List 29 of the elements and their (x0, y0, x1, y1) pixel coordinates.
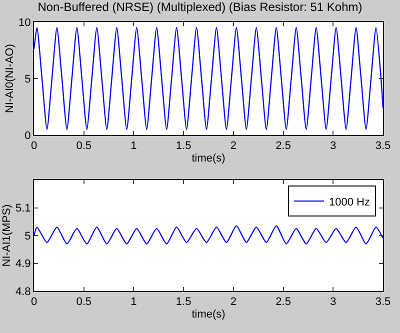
y-tick-label: 5.1 (16, 202, 31, 215)
x-tick-label: 1 (130, 140, 137, 152)
x-tick-label: 3.5 (375, 296, 391, 308)
x-tick-label: 3 (330, 140, 336, 152)
x-axis-title: time(s) (192, 308, 226, 320)
y-tick-label: 4.9 (16, 258, 31, 270)
x-tick-label: 1.5 (176, 140, 192, 152)
y-tick-label: 5 (24, 230, 31, 242)
x-tick-label: 2 (230, 296, 236, 308)
y-axis-title: NI-AI0(NI-AO) (4, 44, 16, 114)
y-tick-label: 4.8 (16, 286, 31, 298)
y-tick-label: 5 (24, 73, 31, 86)
x-axis-title: time(s) (192, 152, 226, 164)
x-tick-label: 3 (330, 296, 336, 308)
y-tick-label: 0 (24, 130, 31, 142)
x-tick-label: 0.5 (76, 296, 92, 308)
x-tick-label: 3.5 (375, 140, 391, 152)
y-tick-label: 10 (18, 16, 31, 29)
line-series (34, 27, 383, 130)
x-tick-label: 2.5 (276, 296, 291, 308)
x-tick-label: 1 (130, 296, 137, 308)
y-axis-title: NI-AI1(MPS) (1, 204, 14, 267)
x-tick-label: 1.5 (176, 296, 192, 308)
x-tick-label: 2.5 (276, 140, 291, 152)
x-tick-label: 2 (230, 140, 236, 152)
x-tick-label: 0.5 (76, 140, 92, 152)
legend-label: 1000 Hz (329, 196, 370, 208)
line-series (34, 225, 383, 244)
chart-title: Non-Buffered (NRSE) (Multiplexed) (Bias Resistor: 51 Kohm) (38, 0, 362, 14)
